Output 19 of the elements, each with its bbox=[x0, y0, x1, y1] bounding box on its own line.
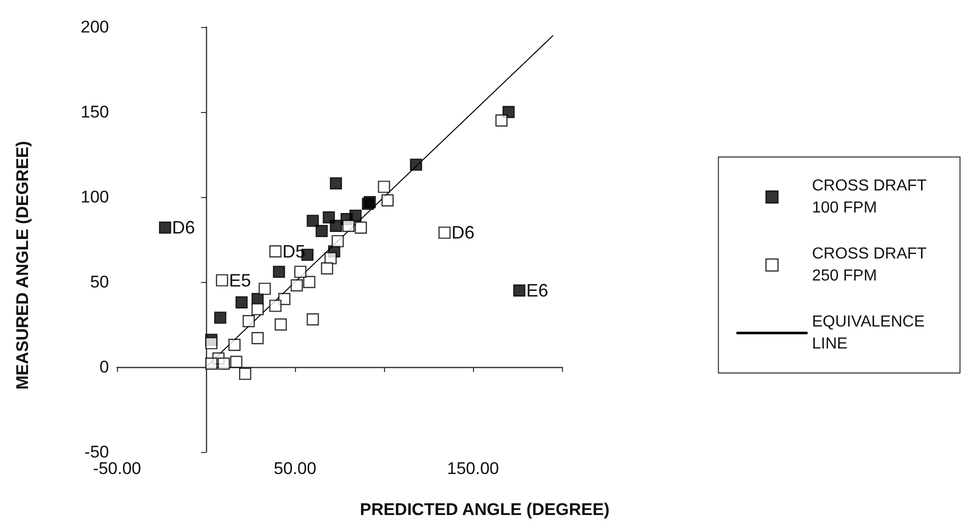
y-tick-label: 0 bbox=[100, 358, 109, 376]
annotation: D5 bbox=[282, 241, 306, 262]
annotation: E6 bbox=[526, 280, 548, 300]
legend-label: CROSS DRAFT 100 FPM bbox=[812, 178, 931, 216]
y-axis-title: MEASURED ANGLE (DEGREE) bbox=[13, 140, 32, 390]
x-axis-title: PREDICTED ANGLE (DEGREE) bbox=[360, 500, 610, 519]
y-tick-label: 200 bbox=[80, 18, 109, 36]
y-tick-label: 150 bbox=[80, 102, 109, 122]
annotation: D6 bbox=[172, 218, 196, 238]
y-tick-label: -50 bbox=[84, 442, 109, 462]
annotation: D6 bbox=[452, 222, 475, 243]
legend-label: CROSS DRAFT 250 FPM bbox=[812, 246, 931, 284]
x-tick-label: 150.00 bbox=[447, 459, 499, 478]
x-tick-label: 50.00 bbox=[274, 459, 316, 478]
y-tick-label: 100 bbox=[80, 188, 109, 206]
legend-label: EQUIVALENCE LINE bbox=[812, 314, 930, 352]
y-tick-label: 50 bbox=[90, 272, 109, 292]
annotation: E5 bbox=[229, 270, 252, 290]
x-tick-label: -50.00 bbox=[92, 459, 142, 478]
